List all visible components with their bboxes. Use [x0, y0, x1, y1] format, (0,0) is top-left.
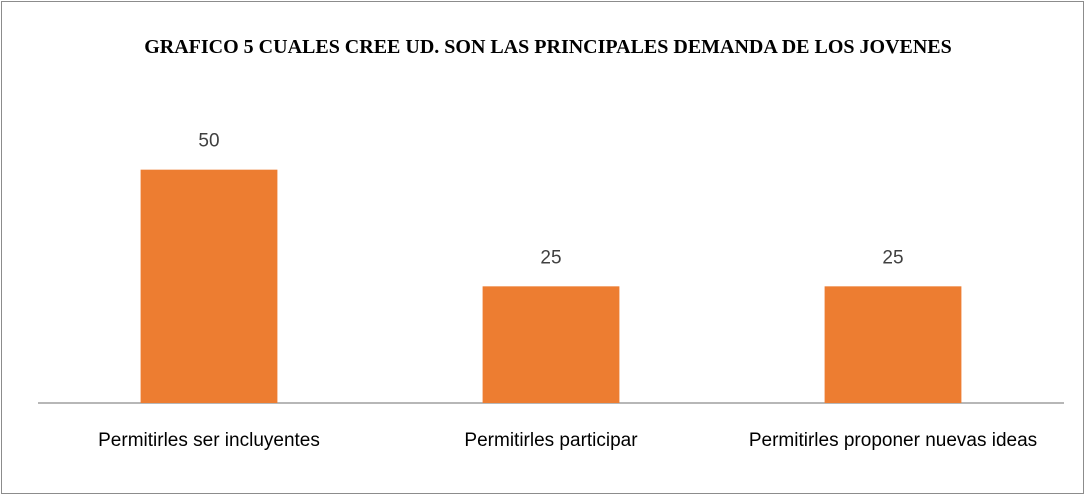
bar: [140, 169, 278, 403]
x-tick-label: Permitirles ser incluyentes: [98, 430, 320, 451]
x-tick-label: Permitirles participar: [464, 430, 638, 451]
bar: [824, 286, 962, 403]
data-label: 25: [540, 247, 561, 268]
bar: [482, 286, 620, 403]
x-tick-label: Permitirles proponer nuevas ideas: [748, 430, 1038, 451]
data-label: 50: [198, 131, 219, 152]
chart-title: GRAFICO 5 CUALES CREE UD. SON LAS PRINCI…: [144, 36, 952, 58]
data-label: 25: [882, 247, 903, 268]
